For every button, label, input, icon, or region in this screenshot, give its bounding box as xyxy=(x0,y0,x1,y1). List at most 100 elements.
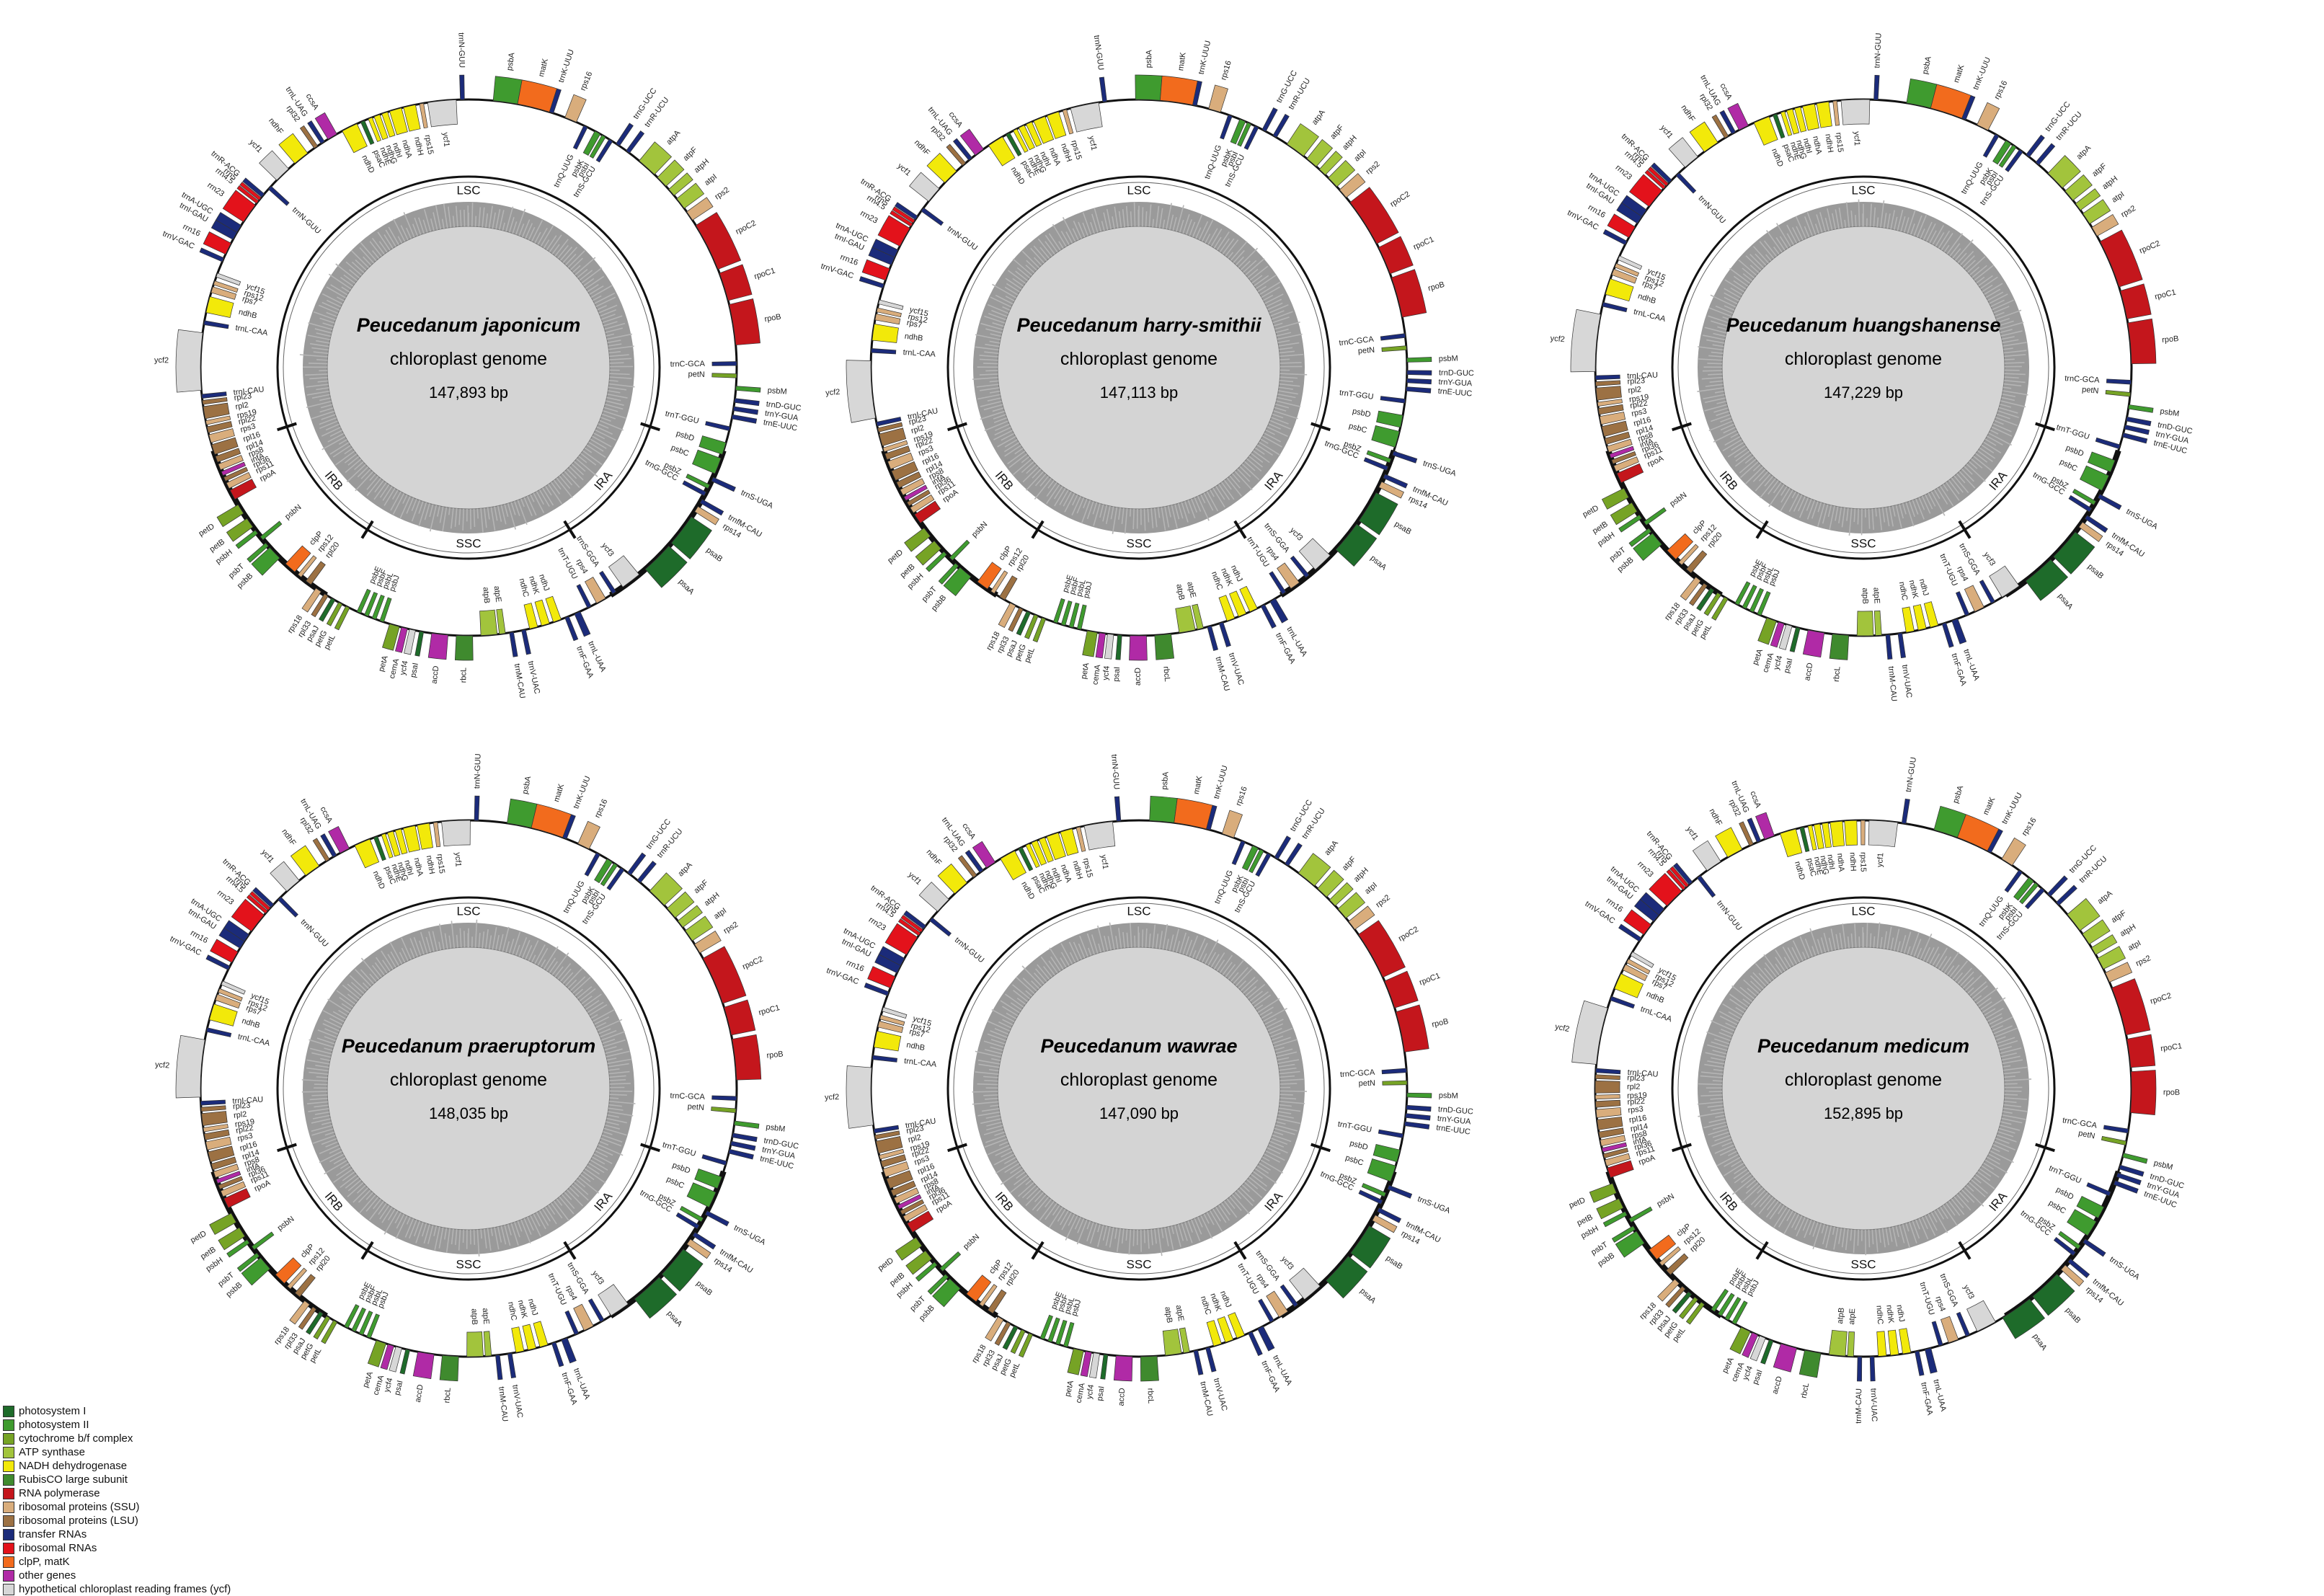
gene-label: trnV-UAC xyxy=(1212,1378,1229,1412)
gene-label: psbM xyxy=(766,1122,786,1133)
gene-label: ndhJ xyxy=(1894,1304,1906,1322)
gene-block xyxy=(927,153,957,182)
gene-label: cemA xyxy=(1091,664,1102,686)
gc-content-bar xyxy=(477,509,478,519)
gene-label: trnN-GUU xyxy=(1092,35,1105,71)
gene-block xyxy=(1176,606,1196,632)
gene-block xyxy=(2122,433,2147,443)
gene-label: atpB xyxy=(1174,583,1186,600)
gene-block xyxy=(733,407,758,414)
gene-label: rpl2 xyxy=(1628,385,1641,395)
species-name: Peucedanum harry-smithii xyxy=(1016,314,1261,336)
gene-block xyxy=(2106,390,2130,396)
gene-block xyxy=(711,1107,736,1112)
gene-block xyxy=(290,846,319,876)
gene-block xyxy=(428,633,448,659)
gene-block xyxy=(1382,1068,1406,1074)
gene-label: trnN-GUU xyxy=(1715,899,1744,932)
gene-block xyxy=(533,1321,548,1347)
gene-label: ndhH xyxy=(425,855,436,875)
gene-label: psaB xyxy=(2064,1306,2083,1326)
region-boundary-tick xyxy=(1235,1242,1246,1259)
gene-block xyxy=(1870,1357,1875,1381)
gene-block xyxy=(1101,1355,1108,1379)
gene-label: trnN-GUU xyxy=(1873,32,1883,68)
gene-block xyxy=(2002,838,2026,865)
gene-block xyxy=(1377,411,1403,427)
gc-content-bar xyxy=(1146,211,1147,226)
gene-label: psbD xyxy=(2054,1185,2075,1202)
gene-label: rpoC2 xyxy=(2138,239,2161,256)
gene-label: petD xyxy=(886,548,905,565)
gene-label: trnL-CAA xyxy=(1639,1005,1673,1024)
gene-block xyxy=(252,1232,274,1250)
gene-block xyxy=(1915,1351,1924,1376)
genome-subtitle: chloroplast genome xyxy=(1060,349,1218,369)
gene-label: ycf1 xyxy=(1852,131,1861,146)
legend-item: other genes xyxy=(3,1569,262,1582)
gene-label: atpF xyxy=(1329,123,1346,141)
gene-label: ndhC xyxy=(1897,581,1909,601)
legend-label: transfer RNAs xyxy=(19,1528,87,1540)
gene-label: rrn23 xyxy=(216,889,236,907)
gene-block xyxy=(209,1004,237,1027)
gc-content-bar xyxy=(1133,509,1134,529)
gene-block xyxy=(1359,493,1398,535)
gene-block xyxy=(1595,1081,1620,1093)
gene-block xyxy=(203,403,229,419)
genome-subtitle: chloroplast genome xyxy=(1785,1070,1942,1090)
gene-label: ycf3 xyxy=(1279,1255,1295,1272)
gc-content-bar xyxy=(302,1091,327,1092)
gene-block xyxy=(1274,836,1291,859)
gene-label: petN xyxy=(1357,346,1375,356)
gene-block xyxy=(637,861,656,882)
gene-block xyxy=(1848,1331,1855,1356)
gene-label: psaB xyxy=(2086,562,2106,581)
gene-label: psbN xyxy=(970,520,990,539)
gene-block xyxy=(202,1111,228,1125)
gene-label: trnD-GUC xyxy=(1439,368,1474,378)
gc-content-bar xyxy=(481,1229,482,1238)
gene-label: trnV-UAC xyxy=(1227,652,1246,686)
gene-label: psbD xyxy=(1352,407,1372,420)
gene-block xyxy=(1964,585,1984,612)
gene-block xyxy=(1596,1068,1620,1074)
gene-block xyxy=(2095,438,2120,448)
gene-label: ycf1 xyxy=(1087,136,1099,151)
gene-label: rps16 xyxy=(1234,786,1249,807)
gene-block xyxy=(573,125,587,149)
gc-content-bar xyxy=(1133,1230,1134,1246)
legend-item: ATP synthase xyxy=(3,1445,262,1459)
gene-label: accD xyxy=(414,1384,425,1404)
gene-block xyxy=(879,300,903,310)
legend-label: RubisCO large subunit xyxy=(19,1473,128,1486)
legend-item: photosystem II xyxy=(3,1418,262,1432)
legend-swatch xyxy=(3,1433,14,1445)
gene-block xyxy=(1800,827,1809,851)
gene-block xyxy=(874,1031,900,1051)
gene-label: ycf2 xyxy=(1554,1022,1570,1034)
gene-label: ycf1 xyxy=(896,161,913,177)
gene-label: psbH xyxy=(1579,1224,1600,1241)
gene-label: rbcL xyxy=(459,668,468,683)
gene-block xyxy=(565,616,578,641)
gene-block xyxy=(1595,375,1620,380)
gene-label: rpoB xyxy=(766,1050,784,1060)
gene-label: rrn16 xyxy=(182,223,202,239)
gene-label: atpA xyxy=(2075,143,2093,161)
gene-label: rpoC1 xyxy=(1418,972,1441,988)
gene-label: psaB xyxy=(1384,1254,1403,1271)
gene-label: petN xyxy=(2082,385,2099,395)
gene-label: atpI xyxy=(1352,148,1368,163)
gene-label: rpoB xyxy=(2162,334,2179,345)
gc-content-bar xyxy=(1280,1094,1293,1095)
gene-label: rps16 xyxy=(593,798,610,820)
gene-block xyxy=(2057,885,2077,905)
gc-content-bar xyxy=(1707,363,1722,364)
gene-block xyxy=(1104,634,1113,659)
genome-size: 147,090 bp xyxy=(1099,1104,1179,1122)
gene-block xyxy=(1155,634,1174,660)
gene-block xyxy=(1194,1350,1203,1375)
gene-label: trnL-CAA xyxy=(1633,308,1667,324)
gene-block xyxy=(574,1304,593,1330)
